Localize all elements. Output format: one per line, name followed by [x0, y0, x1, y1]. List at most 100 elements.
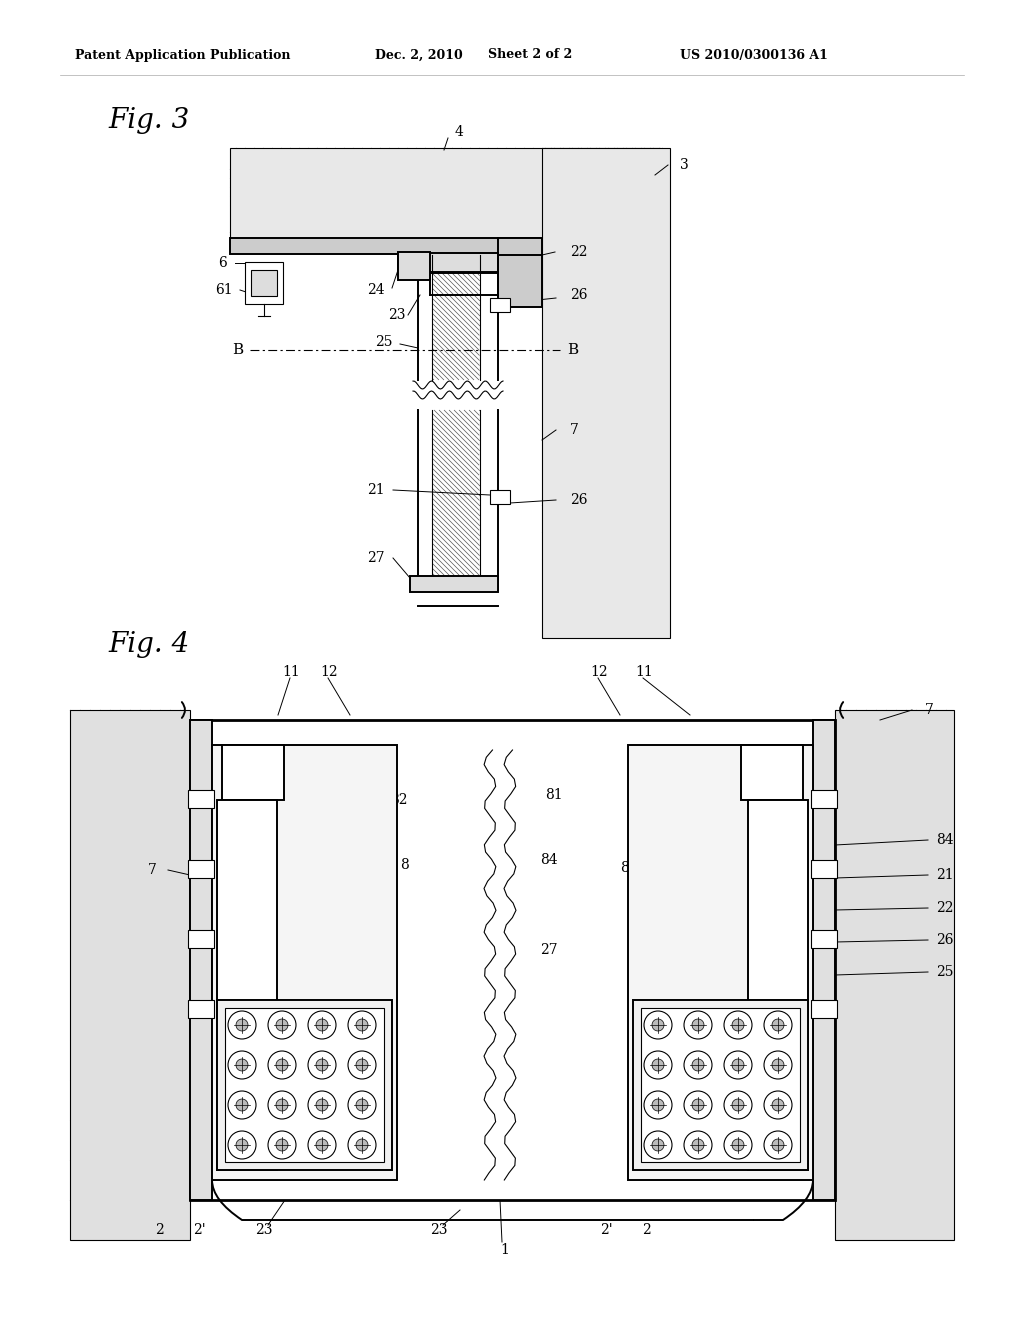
Circle shape — [236, 1139, 248, 1151]
Circle shape — [724, 1131, 752, 1159]
Text: 26: 26 — [570, 288, 588, 302]
Circle shape — [772, 1139, 784, 1151]
Text: 8: 8 — [400, 858, 409, 873]
Text: 23: 23 — [388, 308, 406, 322]
Bar — [498, 255, 542, 308]
Circle shape — [692, 1139, 705, 1151]
Circle shape — [644, 1051, 672, 1078]
Circle shape — [732, 1100, 744, 1111]
Circle shape — [772, 1019, 784, 1031]
Text: 6: 6 — [218, 256, 226, 271]
Text: Fig. 4: Fig. 4 — [108, 631, 189, 659]
Text: 7: 7 — [148, 863, 157, 876]
Bar — [217, 1001, 392, 1170]
Bar — [190, 719, 835, 1200]
Circle shape — [276, 1100, 288, 1111]
Text: 24: 24 — [367, 282, 385, 297]
Bar — [188, 861, 214, 878]
Circle shape — [348, 1092, 376, 1119]
Circle shape — [772, 1059, 784, 1071]
Circle shape — [764, 1131, 792, 1159]
Text: 61: 61 — [215, 282, 232, 297]
Bar — [748, 800, 808, 1170]
Text: 4: 4 — [455, 125, 464, 139]
Bar — [490, 490, 510, 504]
Text: 26: 26 — [570, 492, 588, 507]
Circle shape — [348, 1051, 376, 1078]
Circle shape — [692, 1019, 705, 1031]
Text: 26: 26 — [936, 933, 953, 946]
Circle shape — [268, 1011, 296, 1039]
Text: Patent Application Publication: Patent Application Publication — [75, 49, 291, 62]
Bar — [230, 238, 540, 253]
Circle shape — [732, 1139, 744, 1151]
Bar — [633, 1001, 808, 1170]
Circle shape — [772, 1100, 784, 1111]
Bar — [225, 1008, 384, 1162]
Text: 25: 25 — [375, 335, 392, 348]
Text: 12: 12 — [319, 665, 338, 678]
Circle shape — [308, 1131, 336, 1159]
Circle shape — [228, 1011, 256, 1039]
Bar — [212, 744, 397, 1180]
Circle shape — [644, 1092, 672, 1119]
Bar — [70, 710, 190, 1239]
Bar — [811, 1001, 837, 1018]
Circle shape — [316, 1139, 328, 1151]
Text: 11: 11 — [635, 665, 652, 678]
Text: Dec. 2, 2010: Dec. 2, 2010 — [375, 49, 463, 62]
Circle shape — [692, 1059, 705, 1071]
Bar — [811, 931, 837, 948]
Bar — [188, 789, 214, 808]
Circle shape — [652, 1139, 664, 1151]
Bar — [410, 576, 498, 591]
Text: 22: 22 — [570, 246, 588, 259]
Circle shape — [268, 1131, 296, 1159]
Circle shape — [236, 1059, 248, 1071]
Text: 21: 21 — [367, 483, 385, 498]
Text: 2': 2' — [600, 1224, 612, 1237]
Bar — [498, 238, 542, 298]
Bar — [217, 800, 278, 1170]
Bar — [490, 298, 510, 312]
Circle shape — [348, 1011, 376, 1039]
Text: 23: 23 — [430, 1224, 447, 1237]
Bar — [641, 1008, 800, 1162]
Bar — [811, 861, 837, 878]
Circle shape — [308, 1051, 336, 1078]
Text: Sheet 2 of 2: Sheet 2 of 2 — [488, 49, 572, 62]
Circle shape — [764, 1011, 792, 1039]
Text: 2: 2 — [642, 1224, 650, 1237]
Circle shape — [316, 1100, 328, 1111]
Circle shape — [724, 1011, 752, 1039]
Text: 27: 27 — [540, 942, 558, 957]
Circle shape — [764, 1092, 792, 1119]
Text: 3: 3 — [680, 158, 689, 172]
Circle shape — [308, 1011, 336, 1039]
Bar — [190, 719, 212, 1200]
Bar — [398, 253, 498, 273]
Text: 27: 27 — [367, 550, 385, 565]
Text: 81: 81 — [545, 788, 562, 803]
Bar — [251, 271, 278, 296]
Text: B: B — [231, 343, 243, 356]
Text: 2': 2' — [193, 1224, 206, 1237]
Text: 7: 7 — [925, 704, 934, 717]
Circle shape — [652, 1059, 664, 1071]
Circle shape — [228, 1051, 256, 1078]
Circle shape — [644, 1131, 672, 1159]
Circle shape — [724, 1051, 752, 1078]
Circle shape — [356, 1100, 368, 1111]
Circle shape — [684, 1131, 712, 1159]
Bar — [398, 252, 430, 280]
Text: 84: 84 — [936, 833, 953, 847]
Circle shape — [276, 1059, 288, 1071]
Circle shape — [268, 1092, 296, 1119]
Bar — [222, 744, 284, 800]
Bar — [230, 148, 660, 243]
Circle shape — [228, 1131, 256, 1159]
Bar — [835, 710, 954, 1239]
Circle shape — [276, 1139, 288, 1151]
Circle shape — [356, 1059, 368, 1071]
Circle shape — [732, 1019, 744, 1031]
